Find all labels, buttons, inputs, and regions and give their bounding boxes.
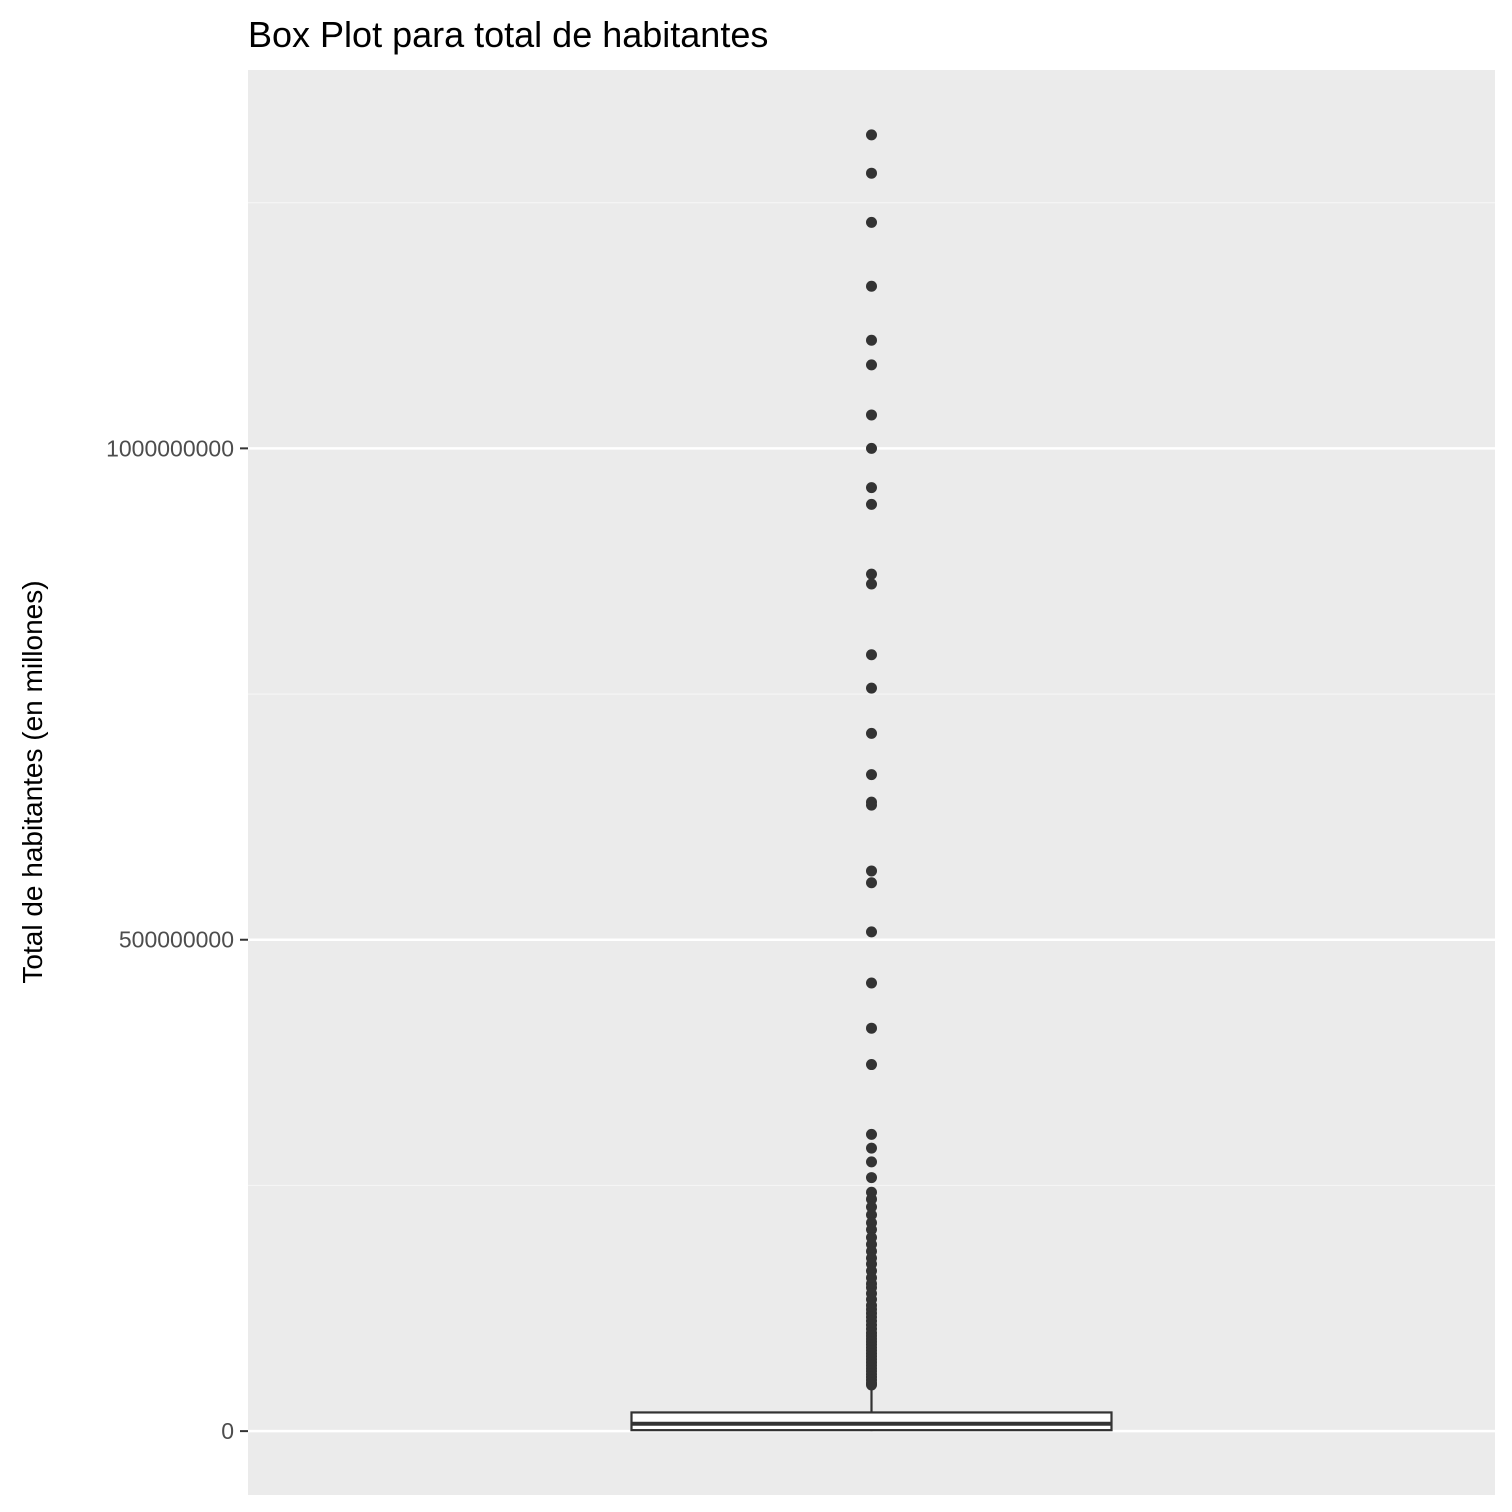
outlier-point xyxy=(866,1156,877,1168)
outlier-point xyxy=(866,877,877,889)
outlier-point xyxy=(866,498,877,510)
outlier-point xyxy=(866,167,877,179)
outlier-point xyxy=(866,977,877,989)
outlier-point xyxy=(866,926,877,938)
outlier-point xyxy=(866,1128,877,1140)
outlier-point xyxy=(866,129,877,141)
outlier-point xyxy=(866,442,877,454)
y-axis-ticks: 0 500000000 1000000000 xyxy=(106,435,248,1444)
outlier-point xyxy=(866,1379,877,1391)
outlier-point xyxy=(866,1193,877,1205)
y-axis-label: Total de habitantes (en millones) xyxy=(17,580,48,983)
y-tick-label: 1000000000 xyxy=(106,435,234,461)
outlier-point xyxy=(866,865,877,877)
outlier-point xyxy=(866,1172,877,1184)
outlier-point xyxy=(866,649,877,661)
outlier-point xyxy=(866,769,877,781)
outlier-point xyxy=(866,409,877,421)
outlier-points xyxy=(866,129,877,1391)
outlier-point xyxy=(866,359,877,371)
y-tick-label: 0 xyxy=(221,1418,234,1444)
outlier-point xyxy=(866,1209,877,1221)
outlier-point xyxy=(866,682,877,694)
outlier-point xyxy=(866,568,877,580)
chart-title: Box Plot para total de habitantes xyxy=(248,14,768,55)
outlier-point xyxy=(866,1059,877,1071)
outlier-point xyxy=(866,578,877,590)
outlier-point xyxy=(866,1201,877,1213)
outlier-point xyxy=(866,216,877,228)
outlier-point xyxy=(866,1142,877,1154)
outlier-point xyxy=(866,482,877,494)
y-tick-label: 500000000 xyxy=(119,927,234,953)
outlier-point xyxy=(866,799,877,811)
outlier-point xyxy=(866,334,877,346)
outlier-point xyxy=(866,1022,877,1034)
outlier-point xyxy=(866,280,877,292)
box-element xyxy=(630,1386,1113,1432)
outlier-point xyxy=(866,727,877,739)
box-iqr xyxy=(630,1411,1113,1432)
outlier-point xyxy=(866,1224,877,1236)
